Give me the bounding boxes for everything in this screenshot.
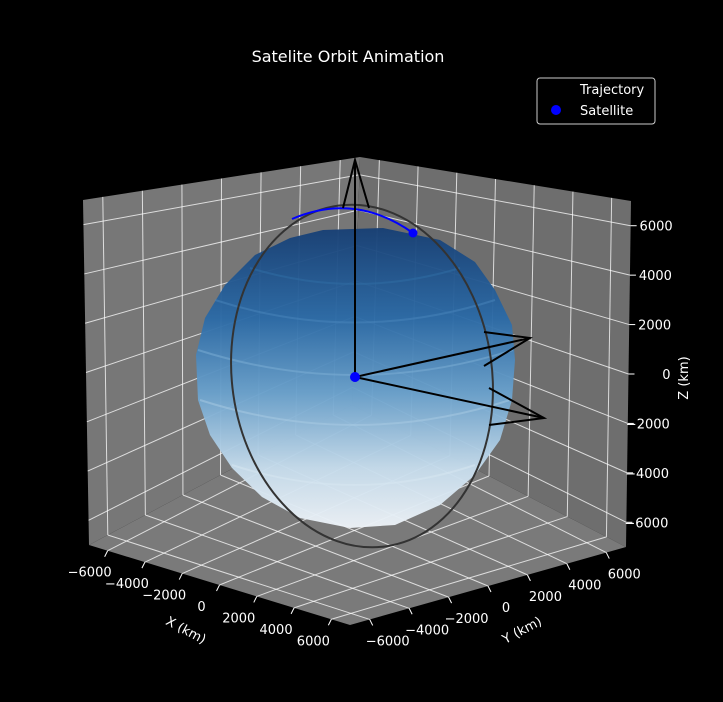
earth-band bbox=[231, 464, 476, 486]
origin-marker bbox=[350, 372, 360, 382]
grid-line-z bbox=[83, 174, 360, 226]
x-tick-mark bbox=[216, 584, 220, 592]
y-tick-label: −4000 bbox=[405, 623, 449, 638]
x-tick-label: 4000 bbox=[260, 623, 293, 638]
grid-line-x bbox=[331, 536, 607, 620]
x-tick-mark bbox=[327, 619, 332, 626]
x-tick-label: −6000 bbox=[68, 566, 112, 581]
grid-line-x bbox=[256, 495, 529, 597]
z-tick-label: −2000 bbox=[626, 417, 670, 432]
y-tick-mark bbox=[448, 596, 453, 604]
z-axis-label: Z (km) bbox=[677, 356, 692, 399]
grid-line-z bbox=[358, 209, 631, 276]
x-tick-label: −2000 bbox=[142, 589, 186, 604]
y-tick-mark bbox=[369, 619, 374, 626]
x-tick-label: −4000 bbox=[105, 577, 149, 592]
quiver-z-head bbox=[342, 156, 370, 209]
grid-line-x bbox=[566, 191, 574, 517]
y-tick-mark bbox=[526, 574, 531, 582]
quiver-y bbox=[354, 337, 531, 378]
y-ticks: −6000−4000−2000 0 2000 4000 6000 bbox=[366, 552, 641, 649]
y-tick-mark bbox=[408, 608, 413, 615]
legend-label-trajectory: Trajectory bbox=[579, 83, 644, 98]
y-tick-label: 0 bbox=[502, 601, 510, 616]
y-tick-label: −6000 bbox=[366, 634, 410, 649]
x-tick-mark bbox=[290, 607, 295, 615]
quiver-x-head bbox=[488, 387, 548, 426]
legend-marker-satellite bbox=[551, 105, 561, 115]
grid-line-z bbox=[359, 174, 631, 227]
z-tick-label: 6000 bbox=[640, 220, 673, 235]
z-tick-label: −4000 bbox=[625, 467, 669, 482]
quiver-x bbox=[354, 376, 545, 419]
y-tick-label: −2000 bbox=[445, 612, 489, 627]
x-ticks: −6000−4000−2000 0 2000 4000 6000 bbox=[68, 550, 332, 649]
y-axis-label: Y (km) bbox=[499, 614, 544, 648]
y-tick-label: 4000 bbox=[568, 579, 601, 594]
chart-title: Satelite Orbit Animation bbox=[252, 47, 445, 66]
x-axis-label: X (km) bbox=[163, 614, 208, 648]
y-tick-label: 2000 bbox=[529, 590, 562, 605]
y-tick-label: 6000 bbox=[608, 568, 641, 583]
x-tick-label: 0 bbox=[197, 600, 205, 615]
legend-box bbox=[536, 77, 656, 125]
quiver-y-head bbox=[483, 331, 533, 367]
satellite-marker bbox=[408, 228, 418, 238]
grid-line-x bbox=[527, 185, 535, 497]
z-tick-label: 0 bbox=[662, 368, 670, 383]
z-ticks: −6000 −4000 −2000 0 2000 4000 6000 bbox=[624, 220, 672, 532]
trajectory-line bbox=[291, 207, 414, 234]
grid-line-x bbox=[293, 516, 568, 609]
x-tick-label: 2000 bbox=[222, 611, 255, 626]
orbit-ring bbox=[230, 203, 494, 549]
x-tick-mark bbox=[178, 573, 183, 580]
y-tick-mark bbox=[487, 585, 492, 593]
z-tick-label: 4000 bbox=[639, 269, 672, 284]
legend: Trajectory Satellite bbox=[536, 77, 656, 125]
x-tick-label: 6000 bbox=[297, 634, 330, 649]
z-tick-label: −6000 bbox=[624, 516, 668, 531]
y-tick-mark bbox=[605, 552, 610, 559]
earth-band bbox=[199, 399, 511, 426]
x-tick-mark bbox=[141, 561, 146, 569]
grid-line-x bbox=[605, 197, 613, 537]
y-tick-mark bbox=[566, 563, 571, 570]
quiver-arrows bbox=[342, 156, 548, 426]
grid-line-z bbox=[84, 209, 359, 275]
x-tick-mark bbox=[104, 550, 109, 557]
z-tick-label: 2000 bbox=[638, 319, 671, 334]
x-tick-mark bbox=[253, 596, 258, 603]
legend-label-satellite: Satellite bbox=[580, 104, 633, 119]
